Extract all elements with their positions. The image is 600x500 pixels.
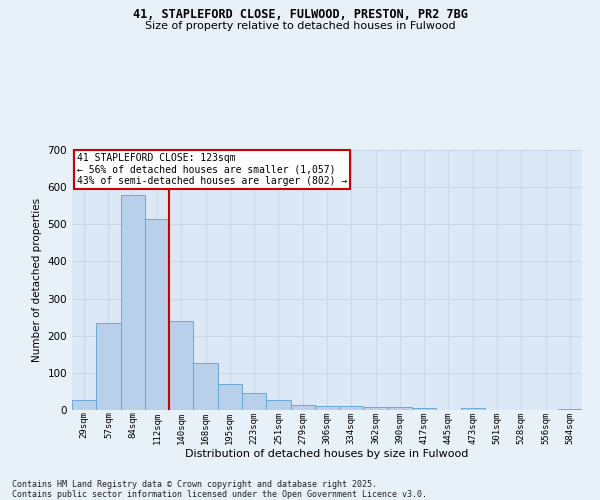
Y-axis label: Number of detached properties: Number of detached properties xyxy=(32,198,42,362)
Bar xyxy=(339,406,364,410)
Bar xyxy=(193,363,218,410)
Bar xyxy=(266,400,290,410)
X-axis label: Distribution of detached houses by size in Fulwood: Distribution of detached houses by size … xyxy=(185,449,469,459)
Bar xyxy=(558,408,582,410)
Bar xyxy=(242,394,266,410)
Bar xyxy=(461,408,485,410)
Text: 41 STAPLEFORD CLOSE: 123sqm
← 56% of detached houses are smaller (1,057)
43% of : 41 STAPLEFORD CLOSE: 123sqm ← 56% of det… xyxy=(77,152,347,186)
Bar xyxy=(364,407,388,410)
Bar xyxy=(96,324,121,410)
Text: Size of property relative to detached houses in Fulwood: Size of property relative to detached ho… xyxy=(145,21,455,31)
Text: 41, STAPLEFORD CLOSE, FULWOOD, PRESTON, PR2 7BG: 41, STAPLEFORD CLOSE, FULWOOD, PRESTON, … xyxy=(133,8,467,20)
Bar xyxy=(72,400,96,410)
Bar xyxy=(388,407,412,410)
Bar xyxy=(145,218,169,410)
Bar xyxy=(121,194,145,410)
Text: Contains HM Land Registry data © Crown copyright and database right 2025.
Contai: Contains HM Land Registry data © Crown c… xyxy=(12,480,427,499)
Bar xyxy=(290,405,315,410)
Bar xyxy=(169,321,193,410)
Bar xyxy=(315,406,339,410)
Bar xyxy=(218,384,242,410)
Bar xyxy=(412,408,436,410)
